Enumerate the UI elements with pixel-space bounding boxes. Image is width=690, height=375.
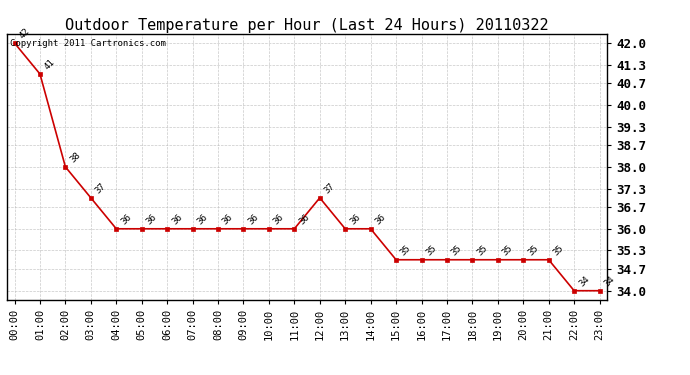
Text: 37: 37 [322,181,337,195]
Text: 34: 34 [602,274,616,288]
Text: 35: 35 [526,243,540,257]
Title: Outdoor Temperature per Hour (Last 24 Hours) 20110322: Outdoor Temperature per Hour (Last 24 Ho… [66,18,549,33]
Text: 35: 35 [450,243,464,257]
Text: 36: 36 [246,212,260,226]
Text: 35: 35 [475,243,489,257]
Text: 36: 36 [221,212,235,226]
Text: 36: 36 [272,212,286,226]
Text: 41: 41 [43,57,57,71]
Text: 38: 38 [68,150,82,164]
Text: 35: 35 [424,243,438,257]
Text: 36: 36 [170,212,184,226]
Text: 36: 36 [144,212,159,226]
Text: 36: 36 [348,212,362,226]
Text: 36: 36 [195,212,209,226]
Text: 36: 36 [119,212,133,226]
Text: Copyright 2011 Cartronics.com: Copyright 2011 Cartronics.com [10,39,166,48]
Text: 36: 36 [373,212,387,226]
Text: 35: 35 [551,243,565,257]
Text: 36: 36 [297,212,311,226]
Text: 37: 37 [94,181,108,195]
Text: 35: 35 [501,243,515,257]
Text: 34: 34 [577,274,591,288]
Text: 35: 35 [399,243,413,257]
Text: 42: 42 [17,26,31,40]
